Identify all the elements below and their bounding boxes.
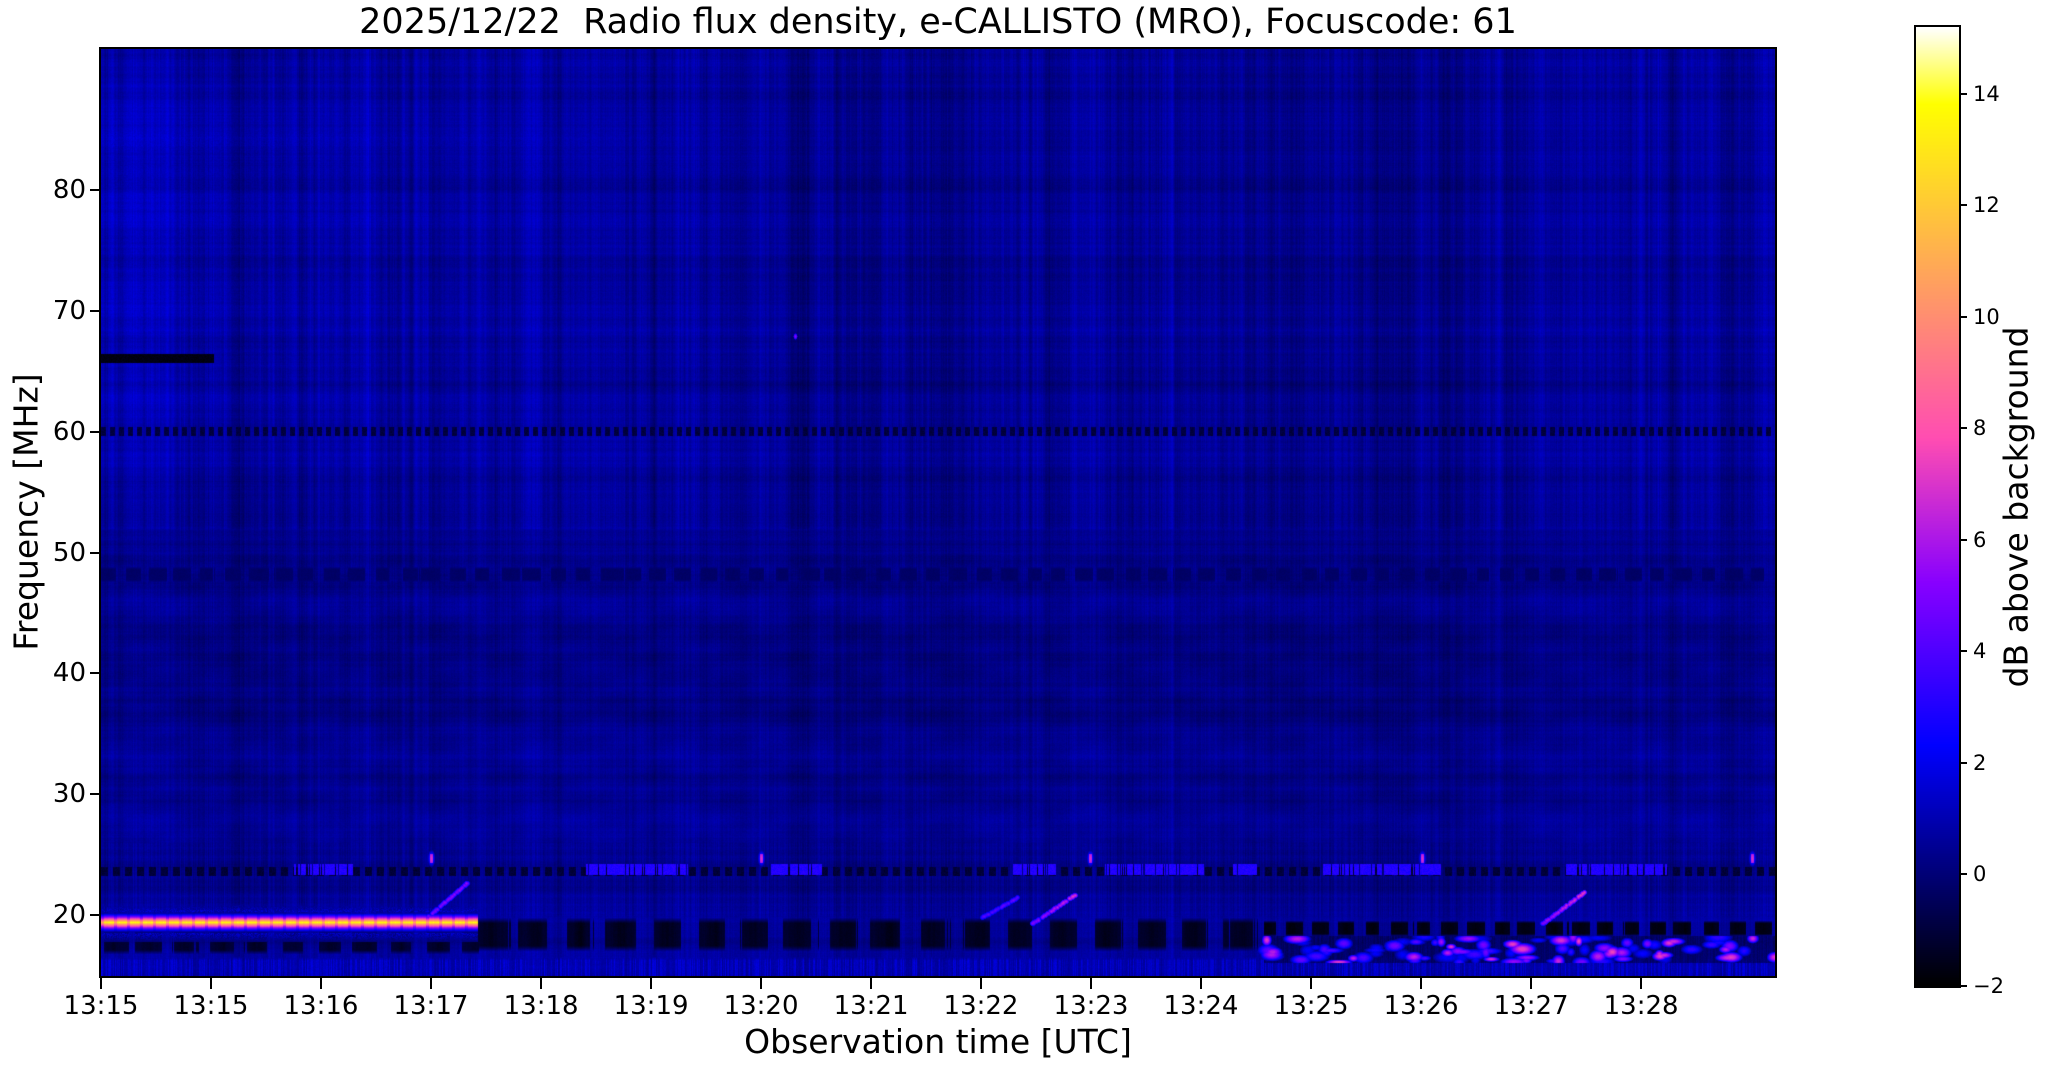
y-tick-mark xyxy=(90,914,101,916)
x-tick-label: 13:18 xyxy=(503,991,579,1021)
x-tick-mark xyxy=(1090,978,1092,989)
x-tick-mark xyxy=(429,978,432,989)
x-tick-label: 13:15 xyxy=(63,991,139,1021)
colorbar-tick-label: 8 xyxy=(1973,416,1987,441)
y-tick-label: 40 xyxy=(52,658,86,689)
colorbar-gradient xyxy=(1916,27,1959,986)
colorbar-tick-mark xyxy=(1959,873,1967,876)
y-tick-label: 30 xyxy=(52,779,86,810)
colorbar-tick-label: 10 xyxy=(1973,304,2000,329)
x-tick-mark xyxy=(209,978,212,989)
colorbar-tick-mark xyxy=(1959,650,1967,653)
colorbar-tick-mark xyxy=(1959,985,1967,987)
x-tick-mark xyxy=(1530,978,1533,989)
x-tick-mark xyxy=(870,978,873,989)
colorbar-tick-mark xyxy=(1959,761,1967,764)
x-tick-mark xyxy=(760,978,763,989)
x-tick-label: 13:20 xyxy=(723,991,799,1021)
colorbar-tick-mark xyxy=(1959,315,1967,318)
x-tick-label: 13:16 xyxy=(283,991,359,1021)
colorbar-tick-label: 14 xyxy=(1973,81,2000,106)
y-tick-mark xyxy=(90,189,101,192)
x-axis-label: Observation time [UTC] xyxy=(744,1022,1132,1061)
colorbar-tick-mark xyxy=(1959,204,1967,207)
colorbar-frame xyxy=(1914,25,1961,988)
colorbar-tick-mark xyxy=(1959,538,1967,541)
y-tick-label: 50 xyxy=(52,537,86,568)
x-tick-label: 13:21 xyxy=(833,991,909,1021)
y-tick-label: 60 xyxy=(52,416,86,447)
y-tick-mark xyxy=(90,672,101,675)
x-tick-mark xyxy=(100,978,102,989)
x-tick-mark xyxy=(540,978,543,989)
y-tick-label: 20 xyxy=(52,900,86,930)
x-tick-label: 13:28 xyxy=(1603,991,1679,1021)
x-tick-label: 13:23 xyxy=(1053,991,1129,1021)
x-tick-mark xyxy=(650,978,653,989)
x-tick-label: 13:15 xyxy=(173,991,249,1021)
chart-title: 2025/12/22 Radio flux density, e-CALLIST… xyxy=(359,2,1517,42)
x-tick-label: 13:27 xyxy=(1493,991,1569,1021)
colorbar-label: dB above background xyxy=(1996,326,2036,688)
plot-frame xyxy=(99,47,1777,978)
x-tick-mark xyxy=(1310,978,1313,989)
y-tick-mark xyxy=(90,310,101,313)
colorbar-tick-label: 0 xyxy=(1973,862,1987,887)
x-tick-label: 13:24 xyxy=(1163,991,1239,1021)
x-tick-mark xyxy=(1640,978,1643,989)
x-tick-mark xyxy=(319,978,322,989)
colorbar-tick-mark xyxy=(1959,92,1967,95)
y-tick-label: 70 xyxy=(52,296,86,327)
x-tick-label: 13:25 xyxy=(1273,991,1349,1021)
x-tick-label: 13:19 xyxy=(613,991,689,1021)
y-tick-label: 80 xyxy=(52,175,86,206)
y-axis-label: Frequency [MHz] xyxy=(6,373,46,651)
x-tick-label: 13:22 xyxy=(943,991,1019,1021)
colorbar-tick-label: 4 xyxy=(1973,639,1987,664)
spectrogram-heatmap xyxy=(101,49,1775,976)
x-tick-mark xyxy=(980,978,983,989)
x-tick-mark xyxy=(1420,978,1423,989)
x-tick-label: 13:17 xyxy=(393,991,469,1021)
y-tick-mark xyxy=(90,793,101,796)
x-tick-label: 13:26 xyxy=(1383,991,1459,1021)
y-tick-mark xyxy=(90,551,101,554)
colorbar-tick-label: 12 xyxy=(1973,193,2000,218)
colorbar-tick-label: −2 xyxy=(1973,974,2004,998)
x-tick-mark xyxy=(1199,978,1202,989)
y-tick-mark xyxy=(90,430,101,433)
colorbar-tick-mark xyxy=(1959,427,1967,430)
colorbar-tick-label: 2 xyxy=(1973,750,1987,775)
colorbar-tick-label: 6 xyxy=(1973,527,1987,552)
